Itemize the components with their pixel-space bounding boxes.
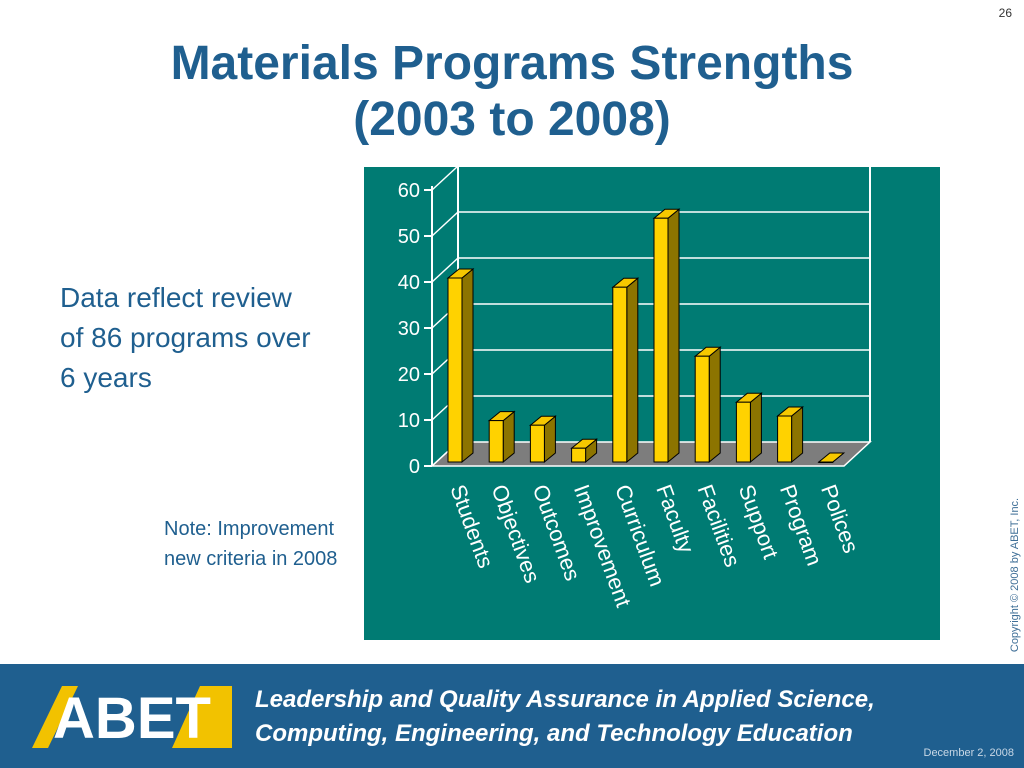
bar-facilities [693,346,722,464]
bar-front [735,401,751,463]
title-line-1: Materials Programs Strengths [170,37,854,90]
side-wall-line [431,165,459,191]
chart-axes [424,186,433,467]
bar-program [776,405,805,464]
bar-front [571,447,587,463]
y-tick-label: 60 [398,180,420,202]
bar-front [653,217,669,463]
bar-front [777,415,793,463]
bar-chart: 0102030405060StudentsObjectivesOutcomesI… [364,165,940,640]
side-wall-line [431,211,459,237]
chart-container: 0 10 20 30 40 50 60 Students Objectives Outcomes I… [364,165,940,640]
bar-side [626,277,639,464]
bar-outcomes [528,415,557,464]
bar-objectives [487,410,516,464]
copyright-text: Copyright © 2008 by ABET, Inc. [1009,497,1021,653]
bar-front [447,277,463,463]
bar-curriculum [611,277,640,464]
bar-faculty [652,208,681,464]
y-tick-label: 10 [398,410,420,432]
bar-front [529,424,545,463]
abet-logo: ABET [32,686,232,748]
bar-front [488,420,504,463]
bar-polices [817,452,846,463]
tagline-line-1: Leadership and Quality Assurance in Appl… [255,686,875,713]
chart-bars [446,208,846,464]
bar-improvement [570,438,599,464]
tagline-line-2: Computing, Engineering, and Technology E… [255,720,853,747]
footer-date: December 2, 2008 [923,747,1015,759]
slide-title: Materials Programs Strengths (2003 to 20… [0,36,1024,148]
data-note: Data reflect review of 86 programs over … [60,282,311,393]
y-tick-label: 50 [398,226,420,248]
bar-side [749,392,762,464]
bar-students [446,267,475,464]
slide-number: 26 [998,6,1012,20]
y-tick-label: 30 [398,318,420,340]
bar-side [667,208,680,464]
abet-logo-text: ABET [53,686,211,748]
bar-side [708,346,721,464]
bar-front [612,286,628,463]
bar-support [734,392,763,464]
y-tick-label: 0 [409,456,420,478]
bar-front [818,461,834,463]
bar-front [694,355,710,463]
side-wall-line [431,257,459,283]
bar-side [461,267,474,464]
y-tick-label: 40 [398,272,420,294]
improvement-note: Note: Improvement new criteria in 2008 [164,518,338,570]
y-tick-label: 20 [398,364,420,386]
title-line-2: (2003 to 2008) [353,93,671,146]
footer-tagline: Leadership and Quality Assurance in Appl… [255,683,1015,751]
